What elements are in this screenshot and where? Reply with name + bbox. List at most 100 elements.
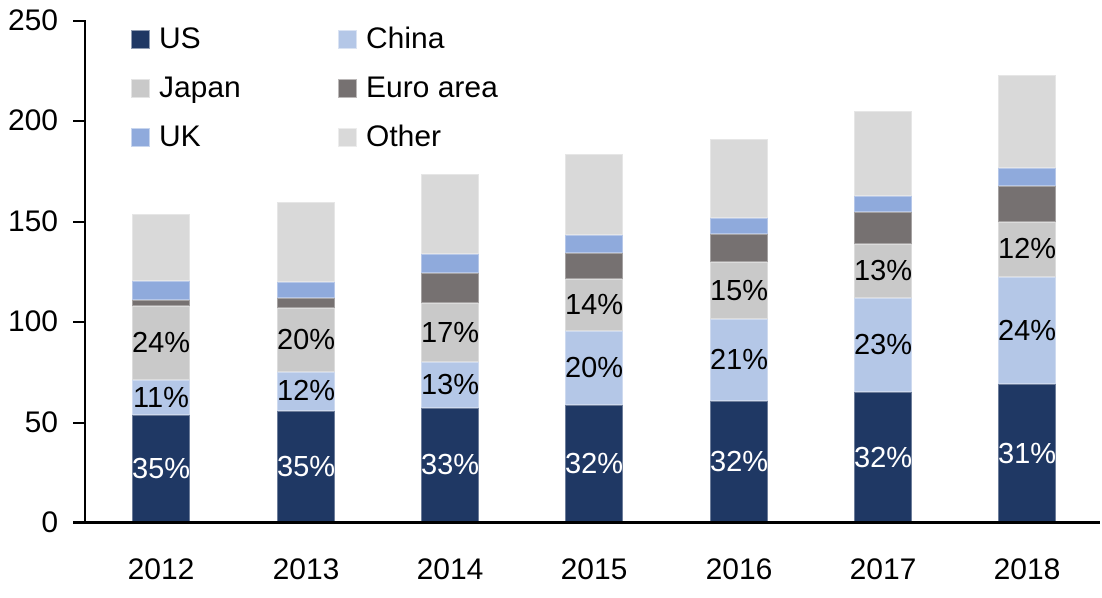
bar-segment — [132, 300, 190, 307]
bar-label: 32% — [564, 447, 624, 480]
bar-label: 13% — [420, 368, 480, 401]
y-tick-label: 0 — [41, 506, 58, 539]
y-tick — [73, 20, 85, 22]
legend-item-us: US — [131, 20, 201, 58]
x-tick-label: 2017 — [849, 553, 917, 586]
bar-segment — [710, 217, 768, 234]
bar-segment — [565, 234, 623, 253]
bar-segment — [277, 201, 335, 283]
y-tick — [73, 120, 85, 123]
legend-swatch-us — [131, 29, 150, 49]
bar-label: 12% — [997, 233, 1057, 266]
legend-item-other: Other — [338, 118, 441, 156]
bar-label: 20% — [276, 324, 336, 357]
bar-segment — [854, 111, 912, 196]
bar-segment — [710, 400, 768, 523]
bar-label: 23% — [853, 329, 913, 362]
bar-segment — [710, 319, 768, 401]
bar-segment — [277, 372, 335, 411]
bar-label: 24% — [131, 327, 191, 360]
legend-label: Other — [366, 120, 442, 153]
y-tick — [73, 321, 85, 324]
bar-segment — [710, 233, 768, 262]
bar-segment — [132, 414, 190, 523]
bar-label: 20% — [564, 351, 624, 384]
bar-segment — [998, 75, 1056, 168]
legend-label: China — [366, 22, 445, 55]
bar-label: 32% — [853, 441, 913, 474]
bar-segment — [854, 298, 912, 393]
y-axis-line — [84, 20, 86, 523]
bar-label: 24% — [997, 314, 1057, 347]
bar-segment — [565, 404, 623, 523]
bar-label: 11% — [133, 381, 189, 414]
legend-label: Japan — [159, 71, 241, 104]
bar-segment — [421, 273, 479, 304]
bar-segment — [854, 243, 912, 299]
bar-label: 35% — [131, 452, 191, 485]
bar-segment — [998, 221, 1056, 278]
y-tick — [73, 421, 85, 424]
bar-segment — [854, 211, 912, 244]
legend-item-japan: Japan — [131, 69, 241, 107]
x-axis-line — [73, 521, 1100, 524]
bar-segment — [421, 362, 479, 408]
bar-segment — [565, 252, 623, 280]
legend-swatch-other — [338, 127, 357, 147]
bar-segment — [277, 410, 335, 523]
legend-item-china: China — [338, 20, 444, 58]
y-tick-label: 50 — [24, 405, 58, 439]
y-tick-label: 150 — [7, 204, 58, 238]
bar-segment — [565, 331, 623, 405]
y-tick-label: 100 — [7, 305, 58, 339]
bar-segment — [998, 185, 1056, 222]
legend-item-uk: UK — [131, 118, 201, 156]
legend-item-euro-area: Euro area — [338, 69, 498, 107]
x-tick-label: 2014 — [416, 553, 484, 586]
x-tick-label: 2018 — [993, 553, 1061, 586]
y-tick — [73, 220, 85, 223]
bar-label: 33% — [420, 449, 480, 482]
legend-swatch-china — [338, 29, 357, 49]
bar-segment — [710, 261, 768, 320]
bar-segment — [132, 306, 190, 381]
bar-segment — [421, 173, 479, 254]
legend-swatch-euro-area — [338, 78, 357, 98]
bar-segment — [277, 282, 335, 299]
bar-segment — [277, 308, 335, 373]
bar-segment — [998, 384, 1056, 523]
bar-label: 14% — [564, 289, 624, 322]
y-tick-label: 200 — [7, 104, 58, 138]
y-tick-label: 250 — [7, 4, 58, 37]
bar-segment — [565, 279, 623, 332]
x-tick-label: 2013 — [272, 553, 340, 586]
bar-segment — [998, 167, 1056, 186]
bar-segment — [132, 213, 190, 282]
legend-label: Euro area — [366, 71, 498, 104]
bar-segment — [132, 380, 190, 415]
bar-segment — [710, 139, 768, 218]
bar-label: 12% — [276, 375, 336, 408]
x-tick-label: 2016 — [705, 553, 773, 586]
legend-swatch-japan — [131, 78, 150, 98]
bar-label: 31% — [997, 437, 1057, 470]
bar-label: 13% — [853, 254, 913, 287]
bar-label: 17% — [420, 316, 480, 349]
legend-swatch-uk — [131, 127, 150, 147]
legend-label: UK — [159, 120, 201, 153]
x-tick-label: 2012 — [127, 553, 195, 586]
x-tick-label: 2015 — [560, 553, 628, 586]
bar-segment — [854, 392, 912, 523]
bar-label: 35% — [276, 450, 336, 483]
bar-segment — [854, 195, 912, 212]
legend-label: US — [159, 22, 201, 55]
bar-segment — [998, 277, 1056, 385]
bar-segment — [421, 407, 479, 523]
bar-segment — [277, 298, 335, 309]
bar-segment — [421, 303, 479, 363]
bar-label: 15% — [709, 274, 769, 307]
bar-segment — [421, 253, 479, 273]
bar-segment — [565, 153, 623, 235]
bar-label: 32% — [709, 445, 769, 478]
